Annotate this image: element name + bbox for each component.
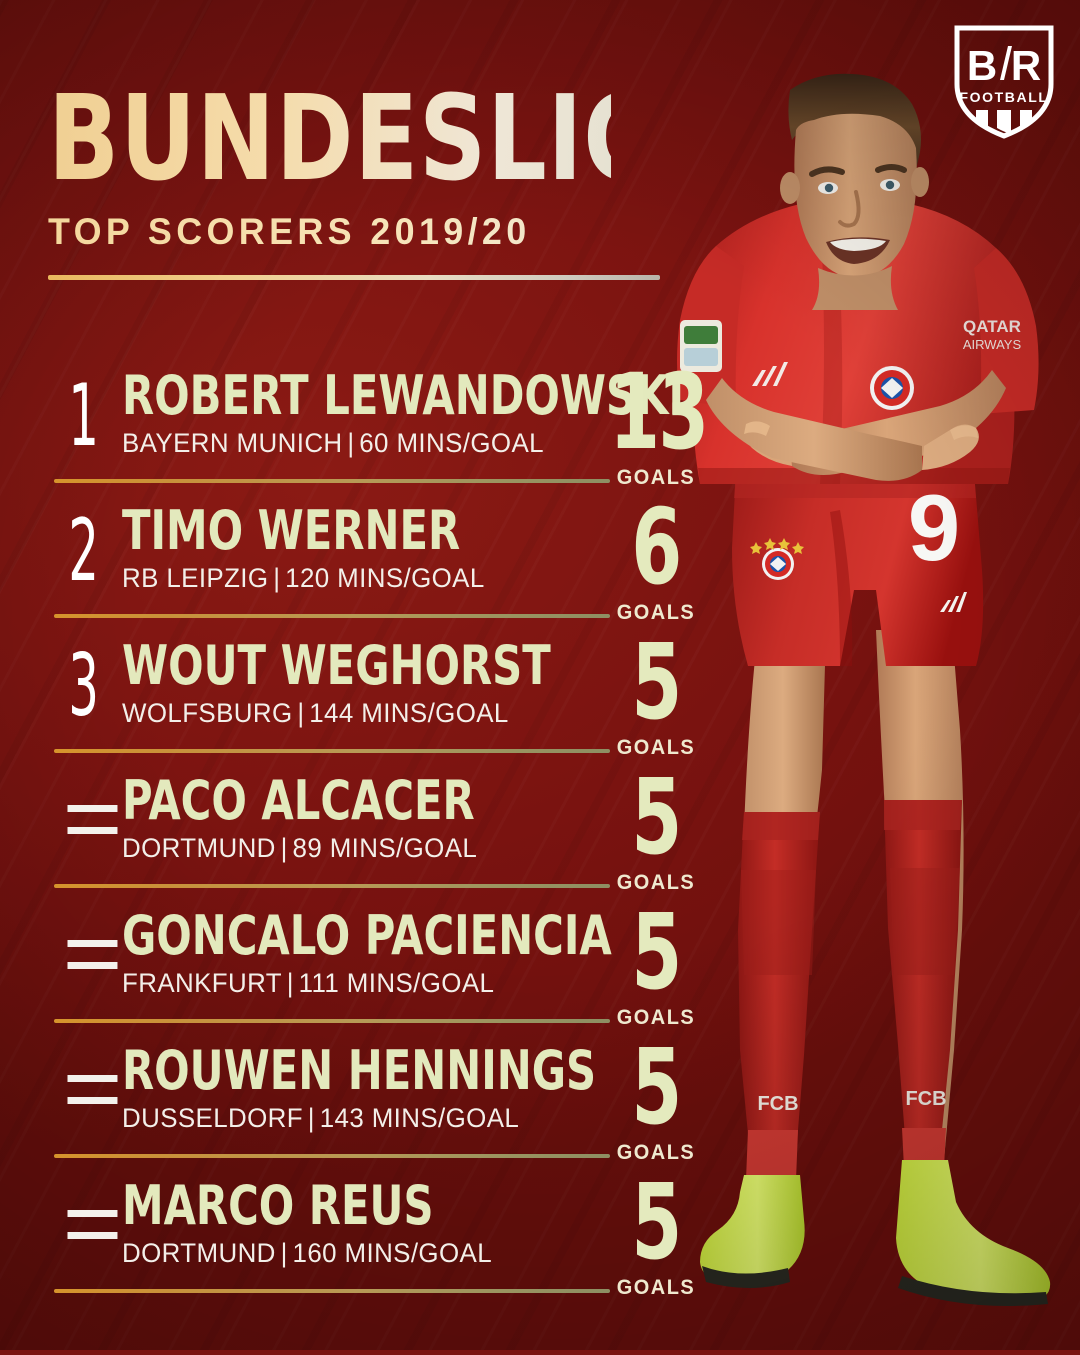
row-divider — [54, 1154, 610, 1158]
goals-count: 6 — [631, 486, 682, 608]
goals-label: GOALS — [616, 1006, 696, 1029]
goals-label: GOALS — [616, 601, 696, 624]
svg-text:B: B — [967, 42, 997, 89]
top-scorers-list: 1 ROBERT LEWANDOWSKI BAYERN MUNICH | 60 MINS… — [48, 360, 709, 1311]
player-name: WOUT WEGHORST — [122, 634, 551, 697]
meta-separator: | — [273, 563, 281, 593]
goals-stat: 5 GOALS — [596, 621, 716, 760]
player-club: FRANKFURT — [122, 968, 282, 998]
scorer-row: 1 ROBERT LEWANDOWSKI BAYERN MUNICH | 60 MINS… — [48, 360, 709, 501]
scorer-row: MARCO REUS DORTMUND | 160 MINS/GOAL 5 GOALS — [48, 1170, 694, 1311]
player-name: TIMO WERNER — [122, 499, 461, 562]
goals-stat: 5 GOALS — [596, 891, 716, 1030]
meta-separator: | — [280, 1238, 288, 1268]
goals-stat: 13 GOALS — [596, 351, 716, 490]
player-meta: DORTMUND | 89 MINS/GOAL — [122, 833, 477, 863]
player-club: RB LEIPZIG — [122, 563, 269, 593]
goals-stat: 5 GOALS — [596, 1026, 716, 1165]
header-divider — [48, 274, 660, 280]
player-rate: 143 MINS/GOAL — [319, 1103, 520, 1133]
player-club: BAYERN MUNICH — [122, 428, 343, 458]
goals-count: 5 — [631, 1026, 682, 1148]
player-rate: 144 MINS/GOAL — [309, 698, 509, 728]
meta-separator: | — [307, 1103, 315, 1133]
row-divider — [54, 1019, 610, 1023]
scorer-row: GONCALO PACIENCIA FRANKFURT | 111 MINS/GOAL… — [48, 900, 694, 1041]
meta-separator: | — [297, 698, 305, 728]
row-divider — [54, 749, 610, 753]
rank-indicator: 3 — [68, 636, 99, 736]
svg-text:R: R — [1011, 42, 1041, 89]
rank-indicator — [65, 777, 118, 865]
player-meta: DORTMUND | 160 MINS/GOAL — [122, 1238, 492, 1268]
player-rate: 120 MINS/GOAL — [285, 563, 485, 593]
player-meta: WOLFSBURG | 144 MINS/GOAL — [122, 698, 509, 728]
player-club: DORTMUND — [122, 833, 276, 863]
rank-indicator — [65, 912, 118, 1000]
player-meta: FRANKFURT | 111 MINS/GOAL — [122, 968, 494, 998]
rank-indicator: 1 — [68, 366, 99, 466]
player-meta: RB LEIPZIG | 120 MINS/GOAL — [122, 563, 485, 593]
player-rate: 111 MINS/GOAL — [298, 968, 495, 998]
row-divider — [54, 884, 610, 888]
player-club: DUSSELDORF — [122, 1103, 303, 1133]
goals-count: 5 — [631, 621, 682, 743]
row-divider — [54, 1289, 610, 1293]
player-rate: 160 MINS/GOAL — [292, 1238, 492, 1268]
player-meta: BAYERN MUNICH | 60 MINS/GOAL — [122, 428, 544, 458]
meta-separator: | — [286, 968, 294, 998]
goals-count: 5 — [631, 756, 682, 878]
row-divider — [54, 614, 610, 618]
meta-separator: | — [280, 833, 288, 863]
player-rate: 60 MINS/GOAL — [359, 428, 544, 458]
svg-text:FOOTBALL: FOOTBALL — [959, 89, 1048, 105]
goals-count: 5 — [631, 891, 682, 1013]
rank-indicator — [65, 1182, 118, 1270]
rank-indicator — [65, 1047, 118, 1135]
row-divider — [54, 479, 610, 483]
goals-count: 5 — [631, 1161, 682, 1283]
goals-label: GOALS — [616, 871, 696, 894]
header: BUNDESLIGA TOP SCORERS 2019/20 — [48, 69, 734, 280]
br-football-logo[interactable]: B R FOOTBALL — [952, 22, 1056, 140]
scorer-row: ROUWEN HENNINGS DUSSELDORF | 143 MINS/GOAL 5… — [48, 1035, 694, 1176]
player-club: DORTMUND — [122, 1238, 276, 1268]
goals-label: GOALS — [616, 736, 696, 759]
player-name: MARCO REUS — [122, 1174, 434, 1237]
page-title: BUNDESLIGA — [48, 69, 734, 207]
player-rate: 89 MINS/GOAL — [292, 833, 478, 863]
player-name: GONCALO PACIENCIA — [122, 904, 612, 967]
scorer-row: 3 WOUT WEGHORST WOLFSBURG | 144 MINS/GOAL 5 GO… — [48, 630, 694, 771]
goals-label: GOALS — [616, 1276, 696, 1299]
goals-count: 13 — [609, 351, 709, 473]
scorer-row: 2 TIMO WERNER RB LEIPZIG | 120 MINS/GOAL 6 GOA… — [48, 495, 694, 636]
player-club: WOLFSBURG — [122, 698, 293, 728]
meta-separator: | — [347, 428, 355, 458]
goals-label: GOALS — [616, 466, 696, 489]
goals-label: GOALS — [616, 1141, 696, 1164]
player-name: ROBERT LEWANDOWSKI — [122, 364, 684, 427]
scorer-row: PACO ALCACER DORTMUND | 89 MINS/GOAL 5 GOALS — [48, 765, 694, 906]
player-name: ROUWEN HENNINGS — [122, 1039, 597, 1102]
player-meta: DUSSELDORF | 143 MINS/GOAL — [122, 1103, 519, 1133]
player-name: PACO ALCACER — [122, 769, 475, 832]
goals-stat: 5 GOALS — [596, 756, 716, 895]
rank-indicator: 2 — [68, 501, 99, 601]
goals-stat: 6 GOALS — [596, 486, 716, 625]
goals-stat: 5 GOALS — [596, 1161, 716, 1300]
page-subtitle: TOP SCORERS 2019/20 — [48, 211, 669, 253]
